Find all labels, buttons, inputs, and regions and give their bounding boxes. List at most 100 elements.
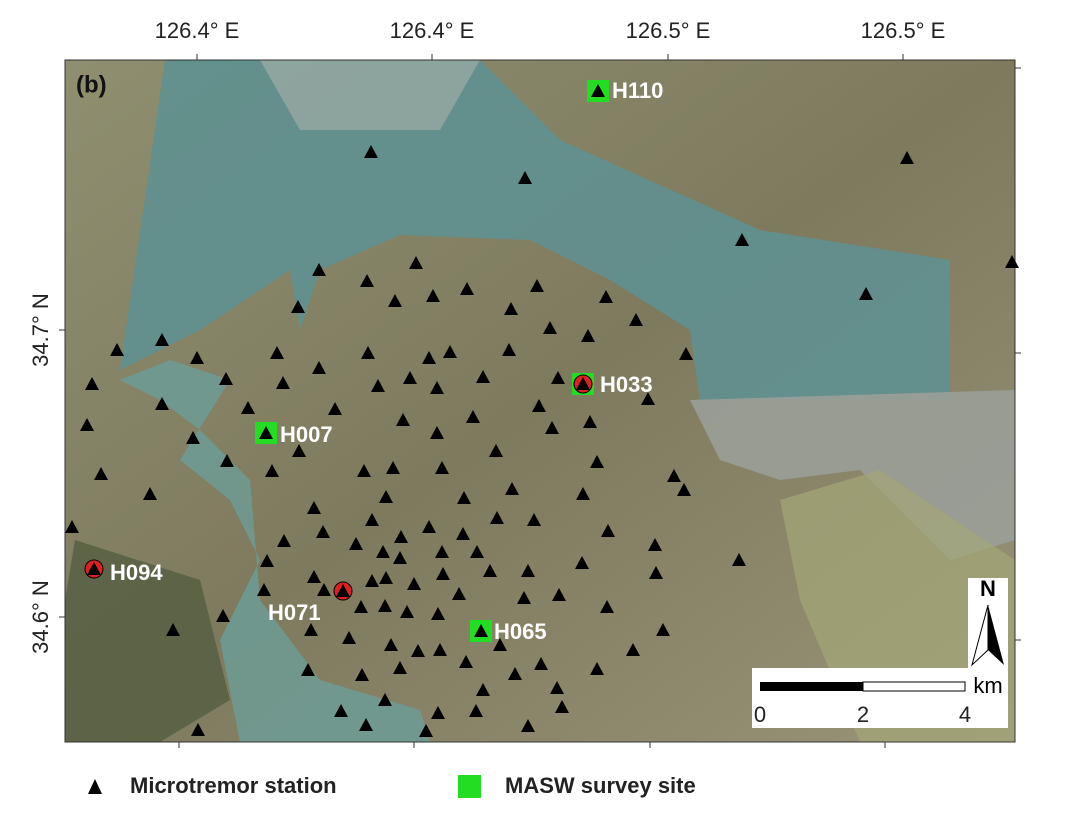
- station-triangle: [361, 346, 375, 359]
- station-triangle: [359, 718, 373, 731]
- station-triangle: [550, 681, 564, 694]
- station-triangle: [85, 377, 99, 390]
- station-triangle: [422, 351, 436, 364]
- graticule-ticks: 126.4° E 126.4° E 126.5° E 126.5° E 34.7° N 3…: [28, 18, 1021, 748]
- station-triangle: [378, 693, 392, 706]
- station-triangle: [527, 513, 541, 526]
- sites: H110 H033 H007 H094 H071 H065: [84, 78, 663, 644]
- station-triangle: [334, 704, 348, 717]
- station-triangle: [110, 343, 124, 356]
- station-triangle: [457, 491, 471, 504]
- legend-label: MASW survey site: [505, 773, 696, 798]
- station-triangle: [900, 151, 914, 164]
- station-triangle: [521, 564, 535, 577]
- station-triangle: [470, 545, 484, 558]
- scale-box: [752, 668, 1008, 728]
- station-triangle: [143, 487, 157, 500]
- station-triangle: [422, 520, 436, 533]
- station-triangle: [328, 402, 342, 415]
- station-triangle: [435, 461, 449, 474]
- north-arrow-right: [988, 605, 1004, 665]
- station-triangle: [431, 607, 445, 620]
- station-triangle: [555, 700, 569, 713]
- station-triangle: [518, 171, 532, 184]
- station-triangle: [629, 313, 643, 326]
- scale-unit: km: [973, 673, 1002, 698]
- station-triangle: [407, 577, 421, 590]
- station-triangle: [87, 562, 101, 575]
- station-triangle: [312, 361, 326, 374]
- lon-label: 126.4° E: [155, 18, 240, 43]
- station-triangle: [551, 371, 565, 384]
- station-triangle: [307, 501, 321, 514]
- station-triangle: [336, 584, 350, 597]
- station-triangle: [575, 556, 589, 569]
- legend-square: [458, 775, 481, 798]
- station-triangle: [436, 567, 450, 580]
- legend-triangle: [88, 779, 102, 794]
- station-triangle: [276, 376, 290, 389]
- station-triangle: [307, 570, 321, 583]
- station-triangle: [430, 426, 444, 439]
- station-triangle: [379, 571, 393, 584]
- scale-black: [760, 682, 863, 691]
- station-triangle: [379, 490, 393, 503]
- station-triangle: [400, 605, 414, 618]
- station-triangle: [576, 487, 590, 500]
- station-triangle: [65, 520, 79, 533]
- station-triangle: [80, 418, 94, 431]
- station-triangle: [430, 381, 444, 394]
- station-triangle: [505, 482, 519, 495]
- station-triangle: [277, 534, 291, 547]
- station-triangle: [312, 263, 326, 276]
- station-triangle: [460, 282, 474, 295]
- station-triangle: [94, 467, 108, 480]
- station-triangle: [732, 553, 746, 566]
- station-triangle: [220, 454, 234, 467]
- station-triangle: [342, 631, 356, 644]
- station-triangle: [859, 287, 873, 300]
- station-triangle: [504, 302, 518, 315]
- station-triangle: [219, 372, 233, 385]
- station-triangle: [591, 84, 605, 97]
- station-triangle: [265, 464, 279, 477]
- station-triangle: [435, 545, 449, 558]
- station-triangle: [403, 371, 417, 384]
- station-triangle: [155, 397, 169, 410]
- station-triangle: [483, 564, 497, 577]
- station-triangle: [459, 655, 473, 668]
- station-triangle: [349, 537, 363, 550]
- station-triangle: [543, 321, 557, 334]
- station-triangle: [545, 421, 559, 434]
- lon-label: 126.4° E: [390, 18, 475, 43]
- station-triangle: [583, 415, 597, 428]
- station-triangle: [534, 657, 548, 670]
- scale-bar: N km 0 2 4: [752, 576, 1008, 728]
- station-triangle: [409, 256, 423, 269]
- station-triangle: [581, 329, 595, 342]
- scale-label: 2: [857, 702, 869, 727]
- station-triangle: [270, 346, 284, 359]
- station-triangle: [186, 431, 200, 444]
- station-triangle: [521, 719, 535, 732]
- legend: Microtremor station MASW survey site: [88, 773, 696, 798]
- station-triangle: [365, 513, 379, 526]
- lat-label: 34.7° N: [28, 293, 53, 367]
- north-label: N: [980, 576, 996, 601]
- station-triangle: [241, 401, 255, 414]
- site-label: H033: [600, 372, 653, 397]
- station-triangle: [166, 623, 180, 636]
- station-triangle: [376, 545, 390, 558]
- station-triangle: [474, 624, 488, 637]
- station-triangle: [667, 469, 681, 482]
- scale-label: 0: [754, 702, 766, 727]
- basemap: [65, 60, 1015, 742]
- station-triangle: [394, 530, 408, 543]
- station-triangle: [493, 638, 507, 651]
- station-triangle: [190, 351, 204, 364]
- station-triangle: [216, 609, 230, 622]
- station-triangle: [317, 583, 331, 596]
- station-triangle: [393, 661, 407, 674]
- station-triangle: [304, 623, 318, 636]
